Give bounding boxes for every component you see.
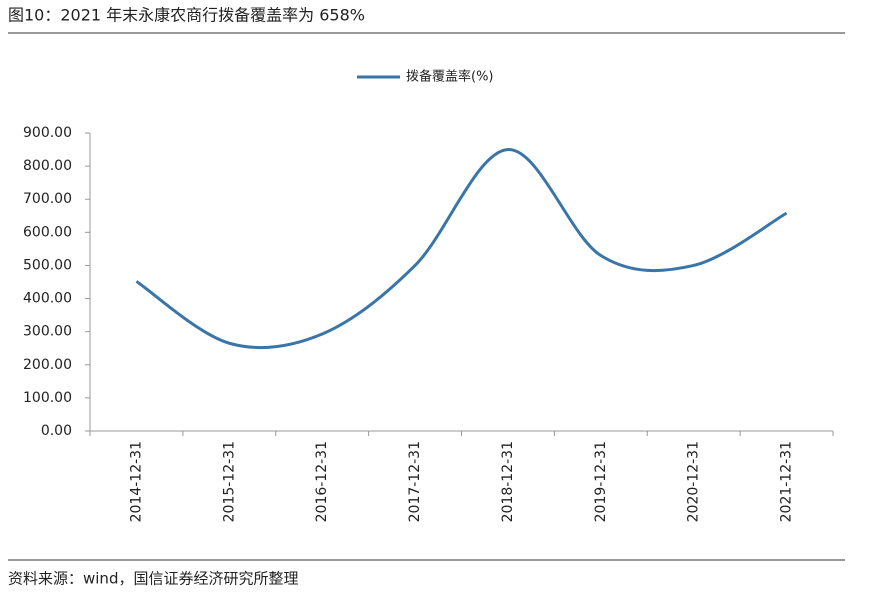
x-tick-label: 2015-12-31 [221,441,237,522]
x-tick-label: 2021-12-31 [779,441,795,522]
y-tick-label: 200.00 [23,357,72,373]
x-tick-label: 2019-12-31 [593,441,609,522]
chart-title: 图10：2021 年末永康农商行拨备覆盖率为 658% [8,6,365,25]
y-tick-label: 800.00 [23,158,72,174]
x-tick-label: 2014-12-31 [128,441,144,522]
x-tick-label: 2017-12-31 [407,441,423,522]
x-tick-label: 2020-12-31 [686,441,702,522]
x-tick-label: 2016-12-31 [314,441,330,522]
y-tick-label: 400.00 [23,291,72,307]
series-line [135,148,788,350]
x-tick-label: 2018-12-31 [500,441,516,522]
y-tick-label: 300.00 [23,324,72,340]
y-tick-label: 500.00 [23,257,72,273]
legend-label: 拨备覆盖率(%) [406,69,494,85]
y-tick-label: 600.00 [23,224,72,240]
y-tick-label: 0.00 [41,423,72,439]
y-tick-label: 700.00 [23,191,72,207]
y-tick-label: 100.00 [23,390,72,406]
source-note: 资料来源：wind，国信证券经济研究所整理 [8,570,298,588]
y-tick-label: 900.00 [23,125,72,141]
